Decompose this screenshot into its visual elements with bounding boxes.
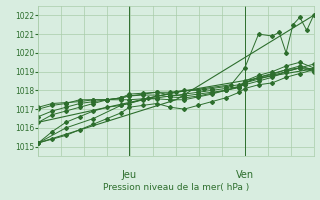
Text: Pression niveau de la mer( hPa ): Pression niveau de la mer( hPa ) <box>103 183 249 192</box>
Text: Jeu: Jeu <box>122 170 137 180</box>
Text: Ven: Ven <box>236 170 254 180</box>
